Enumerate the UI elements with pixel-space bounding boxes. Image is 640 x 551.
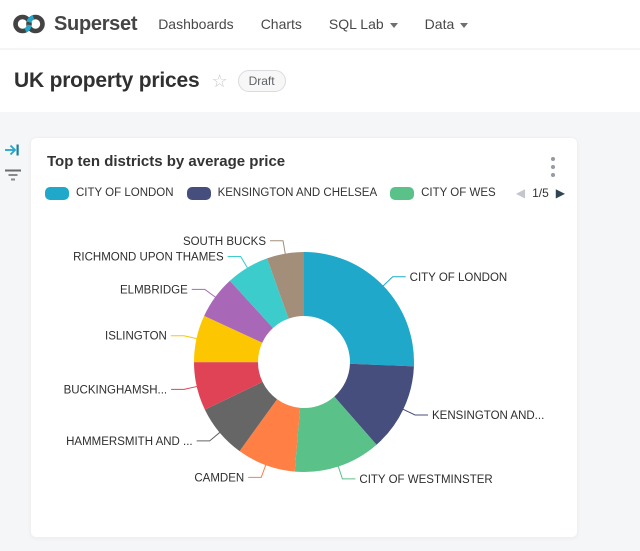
chart-legend: CITY OF LONDON KENSINGTON AND CHELSEA CI… — [45, 185, 565, 201]
nav-item-charts[interactable]: Charts — [261, 16, 302, 32]
slice-label: SOUTH BUCKS — [183, 236, 266, 248]
legend-next-page-icon[interactable]: ▶ — [555, 186, 565, 200]
pie-slice-kensington-and[interactable] — [334, 363, 414, 445]
dashboard-header: UK property prices ☆ Draft — [0, 50, 640, 112]
nav-item-label: SQL Lab — [328, 16, 384, 32]
slice-label: KENSINGTON AND... — [432, 410, 544, 422]
legend-label: KENSINGTON AND CHELSEA — [217, 187, 378, 199]
kebab-dot — [551, 165, 555, 169]
chart-card: Top ten districts by average price CITY … — [30, 137, 578, 538]
chart-options-menu-button[interactable] — [547, 155, 559, 179]
slice-label: CAMDEN — [194, 472, 244, 484]
nav-item-label: Charts — [260, 16, 302, 32]
kebab-dot — [551, 173, 555, 177]
nav-item-data[interactable]: Data — [425, 16, 469, 32]
filter-lines-icon[interactable] — [4, 167, 22, 183]
legend-prev-page-icon[interactable]: ◀ — [515, 186, 526, 200]
pie-slice-city-of-westminster[interactable] — [294, 396, 377, 472]
label-leader-line — [402, 408, 429, 416]
caret-down-icon — [460, 22, 469, 28]
label-leader-line — [337, 465, 356, 480]
legend-swatch — [45, 186, 69, 200]
slice-label: CITY OF LONDON — [410, 272, 508, 284]
slice-label: ISLINGTON — [105, 331, 167, 343]
donut-chart: CITY OF LONDON KENSINGTON AND... CITY OF W… — [64, 236, 545, 486]
nav-item-label: Data — [424, 16, 455, 32]
nav-item-sql-lab[interactable]: SQL Lab — [329, 16, 398, 32]
legend-item-kensington-and-chelsea[interactable]: KENSINGTON AND CHELSEA — [186, 186, 378, 200]
pie-slice-hammersmith-and[interactable] — [204, 381, 278, 452]
label-leader-line — [248, 464, 267, 478]
legend-pager: ◀ 1/5 ▶ — [516, 186, 565, 200]
slice-label: HAMMERSMITH AND ... — [66, 436, 193, 448]
slice-label: CITY OF WESTMINSTER — [359, 474, 492, 486]
label-leader-line — [270, 240, 286, 255]
page-title: UK property prices — [14, 69, 200, 92]
label-leader-line — [382, 276, 406, 287]
legend-item-city-of-westminster[interactable]: CITY OF WES — [390, 186, 496, 200]
nav-item-dashboards[interactable]: Dashboards — [158, 16, 234, 32]
slice-label: BUCKINGHAMSH... — [64, 384, 168, 396]
brand-name[interactable]: Superset — [54, 12, 138, 35]
label-leader-line — [227, 256, 249, 269]
kebab-dot — [551, 157, 555, 161]
pie-slice-buckinghamsh[interactable] — [194, 362, 263, 410]
pie-slice-elmbridge[interactable] — [204, 280, 274, 343]
status-badge: Draft — [237, 70, 286, 92]
label-leader-line — [191, 288, 217, 299]
legend-item-city-of-london[interactable]: CITY OF LONDON — [45, 186, 174, 200]
legend-swatch — [390, 186, 415, 200]
pie-slice-camden[interactable] — [239, 399, 301, 472]
pie-slice-richmond-upon-thames[interactable] — [229, 258, 289, 328]
label-leader-line — [196, 431, 221, 442]
chart-title: Top ten districts by average price — [47, 153, 286, 170]
legend-swatch — [186, 186, 211, 200]
dashboard-body: Top ten districts by average price CITY … — [0, 112, 640, 551]
legend-page-indicator: 1/5 — [532, 186, 549, 200]
slice-label: ELMBRIDGE — [120, 284, 188, 296]
legend-label: CITY OF LONDON — [76, 187, 174, 199]
nav-menu: Dashboards Charts SQL Lab Data — [158, 16, 469, 32]
nav-item-label: Dashboards — [158, 16, 234, 32]
top-navbar: Superset Dashboards Charts SQL Lab Data — [0, 0, 640, 50]
label-leader-line — [171, 385, 198, 390]
legend-label: CITY OF WES — [421, 187, 496, 199]
slice-label: RICHMOND UPON THAMES — [73, 252, 224, 264]
favorite-star-icon[interactable]: ☆ — [211, 71, 228, 91]
pie-slice-city-of-london[interactable] — [304, 252, 415, 367]
pie-slice-south-bucks[interactable] — [267, 252, 304, 319]
caret-down-icon — [389, 22, 398, 28]
superset-logo-icon[interactable] — [12, 13, 46, 35]
expand-filter-bar-icon[interactable] — [4, 142, 22, 158]
label-leader-line — [170, 335, 198, 340]
pie-slice-islington[interactable] — [193, 315, 263, 363]
